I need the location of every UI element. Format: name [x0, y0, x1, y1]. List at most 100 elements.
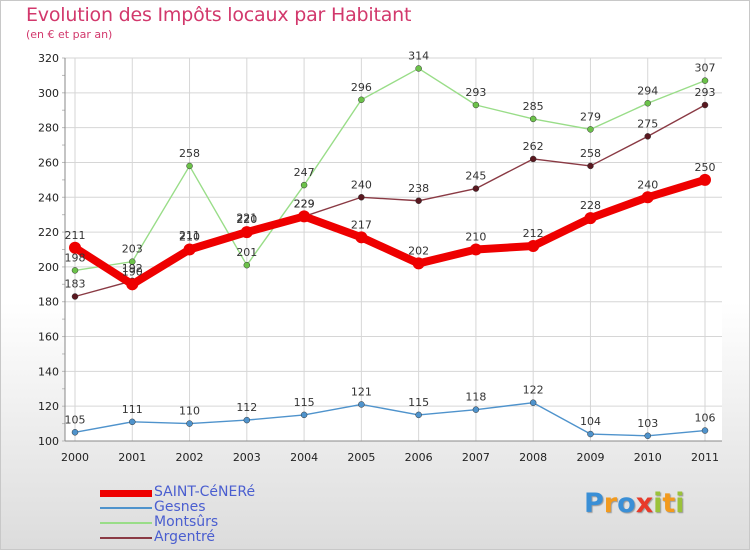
data-point-montsurs — [529, 115, 537, 123]
data-label-montsurs: 293 — [465, 86, 486, 99]
legend-swatch-gesnes — [100, 507, 152, 509]
data-point-saintcenere — [469, 243, 482, 256]
data-point-saintcenere — [641, 191, 654, 204]
data-point-montsurs — [186, 162, 193, 170]
data-label-argentre: 221 — [236, 211, 257, 224]
data-label-saintcenere: 228 — [580, 199, 601, 212]
y-tick-label: 180 — [38, 296, 59, 309]
logo-letter: i — [653, 488, 663, 519]
data-point-saintcenere — [355, 231, 368, 244]
data-point-gesnes — [701, 427, 709, 434]
data-point-gesnes — [186, 420, 193, 427]
data-point-gesnes — [71, 429, 79, 436]
y-tick-label: 260 — [38, 156, 59, 169]
x-tick-label: 2003 — [233, 451, 261, 464]
x-tick-label: 2006 — [405, 451, 433, 464]
data-label-saintcenere: 210 — [465, 231, 486, 244]
data-label-gesnes: 103 — [637, 417, 658, 430]
data-point-montsurs — [415, 65, 422, 72]
data-point-argentre — [701, 101, 709, 109]
data-label-saintcenere: 250 — [695, 161, 716, 174]
chart-subtitle: (en € et par an) — [26, 28, 113, 41]
y-tick-label: 300 — [38, 87, 59, 100]
data-label-argentre: 245 — [465, 170, 486, 183]
y-tick-label: 240 — [38, 191, 59, 204]
data-label-saintcenere: 210 — [179, 231, 200, 244]
legend: SAINT-CéNERé Gesnes Montsûrs Argentré — [100, 484, 360, 545]
data-point-argentre — [71, 293, 79, 300]
series-line-saintcenere — [71, 175, 709, 289]
data-point-argentre — [358, 194, 365, 201]
logo-letter: P — [584, 488, 604, 519]
data-point-montsurs — [300, 181, 308, 189]
data-label-gesnes: 115 — [408, 396, 429, 409]
data-label-gesnes: 121 — [351, 385, 372, 398]
legend-item-gesnes: Gesnes — [100, 499, 360, 515]
series-line-gesnes — [74, 402, 706, 437]
series-line-montsurs — [74, 67, 706, 272]
y-tick-label: 100 — [38, 435, 59, 448]
y-tick-label: 220 — [38, 226, 59, 239]
data-label-saintcenere: 212 — [523, 227, 544, 240]
data-label-montsurs: 201 — [236, 246, 257, 259]
y-tick-label: 160 — [38, 331, 59, 344]
data-point-gesnes — [243, 416, 251, 424]
x-tick-label: 2002 — [176, 451, 204, 464]
legend-label: Gesnes — [154, 499, 206, 515]
data-label-gesnes: 111 — [122, 403, 143, 416]
data-point-saintcenere — [183, 243, 196, 256]
data-label-gesnes: 106 — [695, 412, 716, 425]
data-point-montsurs — [644, 100, 651, 107]
data-point-saintcenere — [412, 257, 425, 270]
data-label-gesnes: 122 — [523, 384, 544, 397]
data-point-argentre — [472, 185, 480, 192]
x-tick-label: 2011 — [691, 451, 719, 464]
legend-swatch-argentre — [100, 537, 152, 539]
data-label-saintcenere: 202 — [408, 244, 429, 257]
data-point-saintcenere — [584, 212, 597, 225]
data-label-argentre: 275 — [637, 117, 658, 130]
data-label-montsurs: 294 — [637, 84, 658, 97]
data-point-saintcenere — [240, 226, 253, 239]
data-point-montsurs — [587, 126, 594, 133]
x-tick-label: 2007 — [462, 451, 490, 464]
y-tick-label: 120 — [38, 400, 59, 413]
data-point-saintcenere — [699, 173, 711, 186]
data-label-argentre: 192 — [122, 262, 143, 275]
x-tick-label: 2000 — [61, 451, 89, 464]
data-label-montsurs: 247 — [294, 166, 315, 179]
x-tick-label: 2008 — [519, 451, 547, 464]
legend-item-montsurs: Montsûrs — [100, 514, 360, 530]
data-label-gesnes: 112 — [236, 401, 257, 414]
x-tick-label: 2010 — [634, 451, 662, 464]
y-tick-label: 140 — [38, 365, 59, 378]
data-point-saintcenere — [126, 278, 139, 291]
data-point-gesnes — [300, 411, 308, 419]
legend-item-saint-cenere: SAINT-CéNERé — [100, 484, 360, 500]
data-point-saintcenere — [527, 240, 540, 253]
logo-letter: i — [675, 488, 685, 519]
data-point-montsurs — [243, 261, 251, 269]
data-point-gesnes — [644, 432, 651, 440]
data-label-argentre: 229 — [294, 197, 315, 210]
data-label-argentre: 211 — [179, 229, 200, 242]
x-tick-label: 2001 — [118, 451, 146, 464]
data-point-argentre — [415, 197, 422, 205]
data-point-argentre — [587, 162, 594, 170]
data-label-argentre: 258 — [580, 147, 601, 160]
data-label-montsurs: 296 — [351, 81, 372, 94]
data-point-saintcenere — [298, 210, 311, 223]
data-point-montsurs — [701, 77, 709, 84]
data-label-argentre: 238 — [408, 182, 429, 195]
data-label-saintcenere: 211 — [65, 229, 86, 242]
y-tick-label: 280 — [38, 122, 59, 135]
line-chart: 100 120 140 160 180 200 220 240 260 280 300 320 2000… — [38, 49, 722, 464]
logo-letter: t — [662, 488, 676, 519]
legend-swatch-montsurs — [100, 522, 152, 524]
data-point-saintcenere — [69, 241, 81, 254]
data-point-gesnes — [358, 401, 365, 408]
data-point-montsurs — [71, 267, 79, 274]
y-tick-label: 200 — [38, 261, 59, 274]
data-label-gesnes: 105 — [65, 413, 86, 426]
data-label-gesnes: 104 — [580, 415, 601, 428]
